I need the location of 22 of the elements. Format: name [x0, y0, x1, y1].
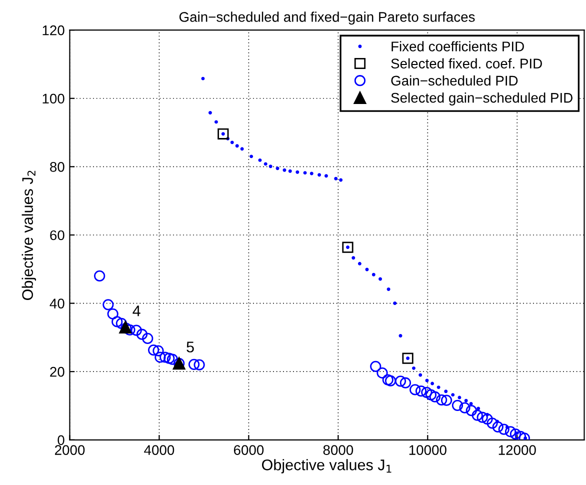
annotation: 5: [186, 342, 194, 352]
x-tick-label: 12000: [498, 445, 536, 455]
y-tick-label: 0: [58, 435, 64, 446]
y-axis-title: Objective values J$_{2}$: [22, 170, 36, 300]
x-axis-title: Objective values J$_{1}$: [262, 459, 392, 474]
x-tick-label: 4000: [144, 445, 174, 455]
legend-label: Selected fixed. coef. PID: [391, 58, 542, 68]
x-tick-label: 8000: [323, 445, 354, 455]
legend-label: Selected gain−scheduled PID: [391, 92, 572, 106]
x-tick-label: 6000: [234, 445, 264, 455]
y-tick-label: 80: [50, 162, 64, 172]
y-tick-label: 120: [42, 25, 64, 36]
y-tick-label: 60: [50, 230, 64, 240]
annotation: 4: [132, 306, 140, 316]
x-tick-label: 2000: [54, 445, 85, 455]
legend-label: Fixed coefficients PID: [392, 41, 524, 52]
y-tick-label: 100: [42, 94, 64, 104]
chart-title: Gain−scheduled and fixed−gain Pareto surfaces: [179, 12, 475, 25]
y-tick-label: 20: [50, 366, 64, 377]
y-tick-label: 40: [50, 298, 64, 308]
x-tick-label: 10000: [409, 445, 446, 455]
legend-label: Gain−scheduled PID: [391, 75, 518, 86]
